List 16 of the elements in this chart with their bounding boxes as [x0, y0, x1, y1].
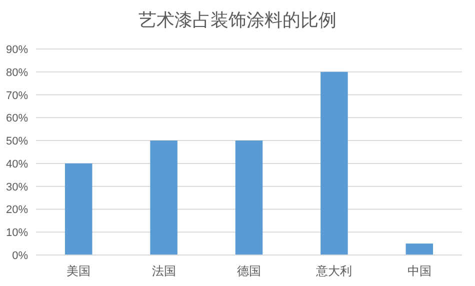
- y-tick-label: 70%: [6, 90, 28, 102]
- y-tick-label: 50%: [6, 136, 28, 148]
- y-tick-label: 10%: [6, 227, 28, 240]
- x-tick-label: 德国: [237, 264, 261, 278]
- x-tick-label: 法国: [152, 264, 176, 278]
- y-tick-label: 90%: [6, 44, 28, 56]
- x-tick-label: 中国: [407, 264, 432, 278]
- y-tick-label: 60%: [6, 112, 28, 125]
- x-tick-label: 意大利: [315, 264, 352, 278]
- x-tick-label: 美国: [66, 264, 91, 278]
- y-tick-label: 20%: [6, 204, 28, 216]
- y-tick-label: 0%: [12, 250, 28, 262]
- y-tick-label: 80%: [6, 66, 28, 79]
- y-tick-label: 30%: [6, 181, 28, 194]
- y-tick-label: 40%: [6, 158, 28, 170]
- title: 艺术漆占装饰涂料的比例: [138, 10, 336, 30]
